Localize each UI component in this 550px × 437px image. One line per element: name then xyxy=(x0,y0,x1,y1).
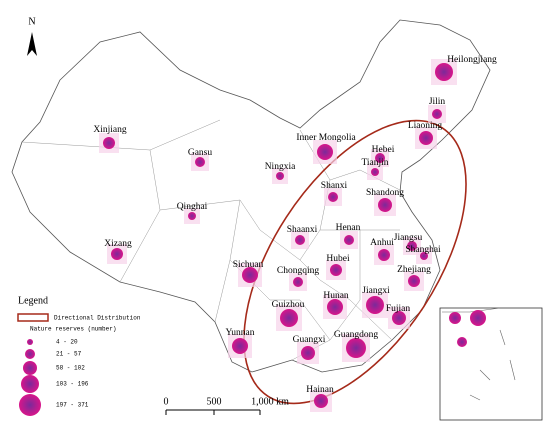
reserve-circle xyxy=(242,267,258,283)
province-label: Gansu xyxy=(188,148,213,158)
province-label: Guizhou xyxy=(272,300,305,310)
province-label: Heilongjiang xyxy=(447,55,497,65)
province-label: Jiangxi xyxy=(362,286,390,296)
legend-class-label: 4 - 20 xyxy=(56,339,78,346)
province-label: Tianjin xyxy=(361,158,388,168)
reserve-circle xyxy=(375,153,385,163)
province-label: Yunnan xyxy=(225,328,254,338)
province-label: Hubei xyxy=(326,254,350,264)
inset-circle xyxy=(457,337,467,347)
province-label: Jilin xyxy=(429,97,446,107)
province-label: Ningxia xyxy=(265,162,296,172)
reserve-circle xyxy=(293,277,303,287)
reserve-circle xyxy=(366,296,384,314)
reserve-circle xyxy=(188,212,196,220)
reserve-circle xyxy=(371,168,379,176)
scale-label: 1,000 km xyxy=(251,396,289,407)
province-borders xyxy=(21,119,401,361)
reserve-circle xyxy=(392,311,406,325)
legend-circle xyxy=(27,339,33,345)
province-label: Sichuan xyxy=(233,260,264,270)
reserve-circle xyxy=(232,338,248,354)
reserve-circle xyxy=(280,309,298,327)
reserve-circle xyxy=(103,137,115,149)
scale-label: 500 xyxy=(207,396,222,407)
reserve-circle xyxy=(408,275,420,287)
country-outline xyxy=(11,19,491,373)
legend-circle xyxy=(19,394,41,416)
province-label: Hainan xyxy=(306,385,334,395)
province-label: Hebei xyxy=(372,145,395,155)
province-label: Anhui xyxy=(370,238,394,248)
legend-ellipse-swatch xyxy=(17,313,49,322)
reserve-circle xyxy=(317,144,333,160)
legend-class-label: 58 - 102 xyxy=(56,365,85,372)
reserve-circle xyxy=(195,157,205,167)
reserve-circle xyxy=(328,192,338,202)
reserve-circle xyxy=(378,198,392,212)
inset-circle xyxy=(449,312,461,324)
legend-class-label: 197 - 371 xyxy=(56,402,89,409)
reserve-circle xyxy=(420,252,428,260)
province-label: Guangxi xyxy=(293,335,326,345)
reserve-circle xyxy=(276,172,284,180)
legend-ellipse-label: Directional Distribution xyxy=(54,315,141,322)
province-label: Xinjiang xyxy=(93,125,126,135)
reserve-circle xyxy=(327,299,343,315)
legend-title: Legend xyxy=(18,295,48,306)
province-label: Chongqing xyxy=(277,266,319,276)
directional-ellipse xyxy=(243,119,467,405)
reserve-circle xyxy=(314,394,328,408)
reserve-circle xyxy=(435,63,453,81)
province-label: Liaoning xyxy=(408,121,443,131)
reserve-circle xyxy=(301,346,315,360)
province-label: Shandong xyxy=(366,188,404,198)
north-arrow: N xyxy=(27,16,37,56)
reserve-circle xyxy=(407,241,417,251)
reserve-circle xyxy=(346,338,366,358)
province-label: Zhejiang xyxy=(397,265,431,275)
legend-class-label: 103 - 196 xyxy=(56,381,89,388)
province-label: Jiangsu xyxy=(394,233,423,243)
province-label: Fujian xyxy=(386,304,411,314)
province-label: Qinghai xyxy=(177,202,208,212)
legend-circle xyxy=(21,375,39,393)
province-label: Shaanxi xyxy=(287,225,318,235)
north-label: N xyxy=(28,16,35,27)
legend-circle xyxy=(23,361,37,375)
reserve-circle xyxy=(432,109,442,119)
province-label: Henan xyxy=(336,223,361,233)
inset-coast xyxy=(442,307,516,401)
province-label: Shanghai xyxy=(405,245,441,255)
inset-circle xyxy=(470,310,486,326)
reserve-circle xyxy=(111,248,123,260)
legend-circle xyxy=(25,349,35,359)
legend-class-label: 21 - 57 xyxy=(56,351,82,358)
reserve-circle xyxy=(378,249,390,261)
inset-frame xyxy=(439,307,543,421)
reserve-circle xyxy=(344,235,354,245)
reserve-circle xyxy=(295,235,305,245)
scale-label: 0 xyxy=(164,396,169,407)
reserve-circle xyxy=(330,264,342,276)
province-label: Guangdong xyxy=(334,330,379,340)
province-label: Hunan xyxy=(323,291,349,301)
reserve-circle xyxy=(419,131,433,145)
province-label: Xizang xyxy=(104,239,132,249)
province-label: Shanxi xyxy=(321,181,348,191)
legend-size-title: Nature reserves (number) xyxy=(30,326,116,333)
province-label: Inner Mongolia xyxy=(296,133,356,143)
